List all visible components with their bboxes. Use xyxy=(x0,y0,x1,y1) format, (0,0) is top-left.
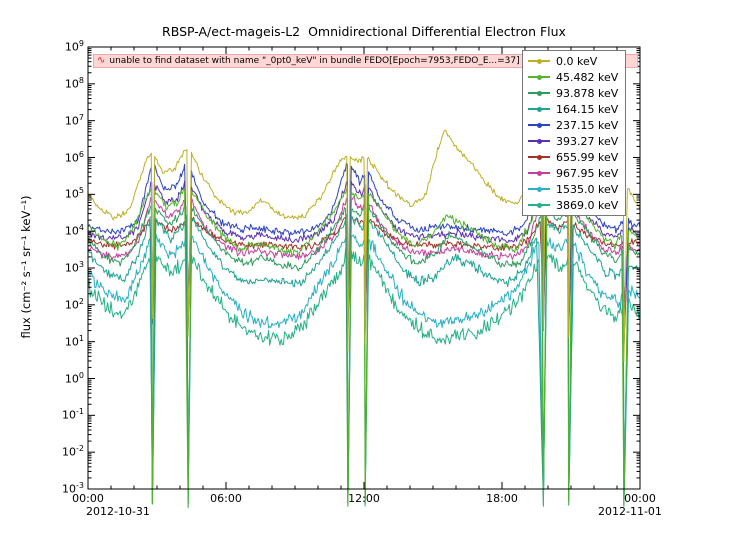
legend-label: 3869.0 keV xyxy=(556,198,619,212)
y-tick-label: 10-3 xyxy=(62,481,84,496)
legend-swatch xyxy=(528,106,550,112)
y-tick-label: 106 xyxy=(64,149,84,165)
legend-label: 967.95 keV xyxy=(556,166,619,180)
y-tick-label: 104 xyxy=(64,223,84,238)
axis-ticks xyxy=(87,46,641,490)
legend-swatch xyxy=(528,58,550,64)
plot-frame xyxy=(87,46,641,490)
legend-item[interactable]: 655.99 keV xyxy=(528,149,618,165)
legend-swatch xyxy=(528,90,550,96)
x-tick-label: 06:00 xyxy=(210,492,242,505)
legend-label: 164.15 keV xyxy=(556,102,619,116)
legend-swatch xyxy=(528,154,550,160)
legend-item[interactable]: 0.0 keV xyxy=(528,53,618,69)
legend-item[interactable]: 967.95 keV xyxy=(528,165,618,181)
x-tick-label: 00:00 xyxy=(72,492,104,505)
y-tick-label: 109 xyxy=(64,39,84,54)
legend-label: 93.878 keV xyxy=(556,86,619,100)
legend-item[interactable]: 393.27 keV xyxy=(528,133,618,149)
y-tick-label: 100 xyxy=(64,370,84,386)
y-tick-label: 105 xyxy=(64,186,84,201)
legend-label: 45.482 keV xyxy=(556,70,619,84)
y-tick-label: 107 xyxy=(64,112,84,128)
x-axis-date-left: 2012-10-31 xyxy=(86,505,150,518)
y-tick-label: 10-1 xyxy=(62,407,84,422)
y-tick-label: 103 xyxy=(64,260,84,275)
legend-swatch xyxy=(528,122,550,128)
legend-swatch xyxy=(528,186,550,192)
legend[interactable]: 0.0 keV 45.482 keV 93.878 keV 164.15 keV 237… xyxy=(522,50,627,216)
warning-icon: ∿ xyxy=(97,55,106,66)
legend-item[interactable]: 1535.0 keV xyxy=(528,181,618,197)
legend-item[interactable]: 237.15 keV xyxy=(528,117,618,133)
legend-label: 393.27 keV xyxy=(556,134,619,148)
legend-swatch xyxy=(528,138,550,144)
y-tick-label: 10-2 xyxy=(62,444,84,459)
legend-label: 1535.0 keV xyxy=(556,182,619,196)
legend-item[interactable]: 45.482 keV xyxy=(528,69,618,85)
legend-label: 0.0 keV xyxy=(556,54,598,68)
legend-swatch xyxy=(528,74,550,80)
x-tick-label: 18:00 xyxy=(486,492,518,505)
y-tick-label: 108 xyxy=(64,75,84,91)
x-axis-date-right: 2012-11-01 xyxy=(598,505,662,518)
legend-label: 237.15 keV xyxy=(556,118,619,132)
legend-swatch xyxy=(528,170,550,176)
plot-title: RBSP-A/ect-mageis-L2 Omnidirectional Dif… xyxy=(162,24,566,39)
warning-banner[interactable]: ∿ unable to find dataset with name "_0pt… xyxy=(93,54,638,68)
x-tick-label: 12:00 xyxy=(348,492,380,505)
y-tick-label: 102 xyxy=(64,296,84,312)
legend-label: 655.99 keV xyxy=(556,150,619,164)
legend-item[interactable]: 93.878 keV xyxy=(528,85,618,101)
series-3869.0-keV xyxy=(87,248,641,509)
legend-item[interactable]: 3869.0 keV xyxy=(528,197,618,213)
y-tick-label: 101 xyxy=(64,333,84,349)
legend-swatch xyxy=(528,202,550,208)
warning-text: unable to find dataset with name "_0pt0_… xyxy=(109,56,615,66)
x-tick-label: 00:00 xyxy=(624,492,656,505)
legend-item[interactable]: 164.15 keV xyxy=(528,101,618,117)
